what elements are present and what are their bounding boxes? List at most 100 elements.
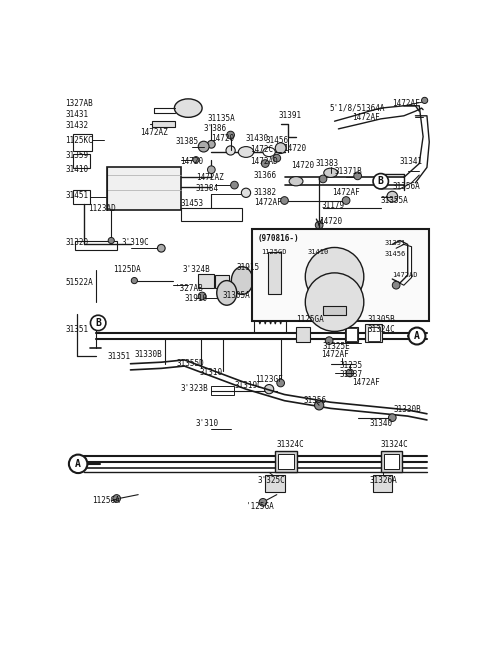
Circle shape bbox=[227, 131, 234, 139]
Text: 1472AF: 1472AF bbox=[352, 378, 380, 388]
Circle shape bbox=[259, 499, 267, 506]
Text: 31410: 31410 bbox=[308, 249, 329, 255]
Circle shape bbox=[392, 281, 400, 289]
Circle shape bbox=[207, 141, 215, 148]
Text: 31371B: 31371B bbox=[335, 167, 362, 175]
Circle shape bbox=[264, 384, 274, 394]
Circle shape bbox=[207, 166, 215, 173]
Text: 1125KC: 1125KC bbox=[65, 136, 93, 145]
Ellipse shape bbox=[217, 281, 237, 306]
Text: 3'319C: 3'319C bbox=[121, 238, 149, 247]
Text: 31410: 31410 bbox=[65, 165, 88, 174]
Bar bbox=[73, 154, 90, 168]
Circle shape bbox=[262, 160, 269, 168]
Text: 31351: 31351 bbox=[108, 351, 131, 361]
Text: 31324C: 31324C bbox=[368, 325, 396, 334]
Bar bbox=[346, 328, 357, 340]
Circle shape bbox=[108, 237, 114, 244]
Text: 31305B: 31305B bbox=[368, 315, 396, 324]
Text: 31305A: 31305A bbox=[223, 292, 251, 300]
Bar bbox=[265, 476, 285, 492]
Circle shape bbox=[113, 495, 120, 503]
Circle shape bbox=[342, 196, 350, 204]
Bar bbox=[152, 121, 175, 127]
Text: 31337: 31337 bbox=[340, 370, 363, 379]
Text: 1472AZ: 1472AZ bbox=[196, 173, 224, 182]
Text: 31356A: 31356A bbox=[392, 182, 420, 191]
Bar bbox=[296, 327, 310, 342]
Text: A: A bbox=[75, 459, 81, 469]
Bar bbox=[275, 451, 297, 472]
Text: 5'1/8/51364A: 5'1/8/51364A bbox=[329, 104, 384, 112]
Text: 3'386: 3'386 bbox=[204, 124, 227, 133]
Circle shape bbox=[198, 141, 209, 152]
Text: 1472AD: 1472AD bbox=[250, 158, 277, 166]
Bar bbox=[252, 229, 429, 321]
Bar bbox=[75, 240, 118, 250]
Circle shape bbox=[421, 97, 428, 104]
Circle shape bbox=[354, 172, 361, 180]
Circle shape bbox=[387, 191, 398, 202]
Text: 31456: 31456 bbox=[384, 252, 406, 258]
Text: 14720: 14720 bbox=[211, 135, 234, 143]
Text: 31453: 31453 bbox=[180, 199, 204, 208]
Circle shape bbox=[193, 156, 199, 163]
Text: 31235: 31235 bbox=[340, 361, 363, 370]
Ellipse shape bbox=[238, 147, 254, 158]
Circle shape bbox=[408, 328, 425, 344]
Circle shape bbox=[373, 173, 388, 189]
Text: 3'325C: 3'325C bbox=[258, 476, 285, 486]
Ellipse shape bbox=[324, 168, 337, 177]
Text: 31385: 31385 bbox=[175, 137, 198, 147]
Text: 14720: 14720 bbox=[283, 144, 306, 152]
Text: B: B bbox=[95, 318, 101, 328]
Text: 31384: 31384 bbox=[196, 184, 219, 193]
Circle shape bbox=[314, 401, 324, 410]
Circle shape bbox=[69, 455, 87, 473]
Text: 1125GA: 1125GA bbox=[92, 496, 120, 505]
Text: 31355A: 31355A bbox=[381, 196, 408, 205]
Text: 1123AD: 1123AD bbox=[88, 204, 116, 213]
Circle shape bbox=[131, 277, 137, 284]
Text: 51522A: 51522A bbox=[65, 279, 93, 287]
Bar bbox=[267, 252, 281, 294]
Ellipse shape bbox=[174, 99, 202, 118]
Circle shape bbox=[226, 146, 235, 155]
Bar bbox=[215, 275, 229, 288]
Text: 31432: 31432 bbox=[65, 120, 88, 129]
Text: 31391: 31391 bbox=[278, 111, 301, 120]
Text: 31915: 31915 bbox=[237, 263, 260, 272]
Text: 31179: 31179 bbox=[322, 202, 345, 210]
Circle shape bbox=[305, 273, 364, 331]
Circle shape bbox=[198, 292, 206, 300]
Text: 1125GD: 1125GD bbox=[262, 249, 287, 255]
Text: 31320: 31320 bbox=[65, 238, 88, 247]
Text: 31382: 31382 bbox=[254, 189, 277, 197]
Circle shape bbox=[275, 143, 286, 154]
Text: 31356: 31356 bbox=[304, 396, 327, 405]
Ellipse shape bbox=[231, 267, 253, 294]
Circle shape bbox=[273, 154, 281, 162]
Circle shape bbox=[315, 221, 323, 229]
Text: 1472AF: 1472AF bbox=[322, 350, 349, 359]
Text: 1472AF: 1472AF bbox=[392, 99, 420, 108]
Text: 3'324B: 3'324B bbox=[183, 265, 211, 275]
Text: 31324C: 31324C bbox=[381, 440, 408, 449]
Text: 31351: 31351 bbox=[65, 325, 88, 334]
Text: 31451: 31451 bbox=[65, 191, 88, 200]
Text: 31366: 31366 bbox=[254, 171, 277, 179]
Circle shape bbox=[319, 175, 327, 183]
Text: 1472AF: 1472AF bbox=[352, 113, 380, 122]
Text: '327AB: '327AB bbox=[175, 284, 203, 293]
Text: 31910: 31910 bbox=[184, 294, 207, 303]
Text: 3'323B: 3'323B bbox=[180, 384, 208, 393]
Text: 1472AZ: 1472AZ bbox=[141, 128, 168, 137]
Text: 31341: 31341 bbox=[400, 158, 423, 166]
Bar bbox=[180, 208, 242, 221]
Text: 31310: 31310 bbox=[200, 369, 223, 378]
Text: 14720: 14720 bbox=[319, 217, 342, 226]
Text: 1125GA: 1125GA bbox=[296, 315, 324, 324]
Bar bbox=[73, 191, 90, 204]
Text: 3'310: 3'310 bbox=[196, 419, 219, 428]
Circle shape bbox=[346, 369, 354, 377]
